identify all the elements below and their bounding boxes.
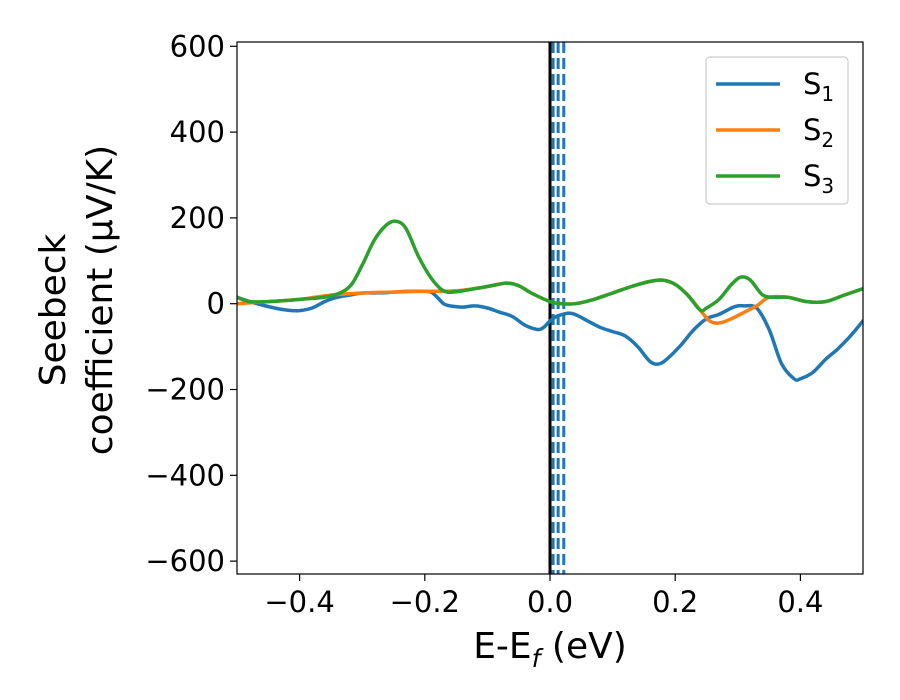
x-tick-label: 0.2: [652, 585, 698, 619]
x-axis-ticks: −0.4 −0.2 0.0 0.2 0.4: [264, 574, 823, 619]
x-axis-label-rest: (eV): [540, 626, 626, 667]
y-tick-label: −400: [145, 458, 225, 492]
x-tick-label: 0.0: [527, 585, 573, 619]
series-line-3: [237, 219, 863, 313]
x-axis-label-main: E-E: [473, 626, 531, 667]
legend-label-2: S2: [803, 113, 834, 152]
x-tick-label: −0.2: [390, 585, 460, 619]
x-tick-label: 0.4: [777, 585, 823, 619]
y-axis-label-line2: coefficient (μV/K): [80, 145, 121, 455]
y-tick-label: 0: [207, 287, 225, 321]
x-axis-label: E-Ef (eV): [473, 626, 627, 673]
y-tick-label: 400: [170, 115, 225, 149]
y-axis-label-line1: Seebeck: [33, 233, 74, 386]
legend-entries: S1 S2 S3: [716, 67, 834, 198]
y-tick-label: 600: [170, 29, 225, 63]
y-tick-label: −200: [145, 373, 225, 407]
legend: S1 S2 S3: [705, 56, 849, 205]
reference-lines: [548, 42, 566, 574]
x-tick-label: −0.4: [264, 585, 334, 619]
legend-label-1: S1: [803, 67, 834, 106]
y-axis-ticks: −600 −400 −200 0 200 400 600: [145, 29, 237, 578]
series-group: [237, 219, 863, 382]
y-tick-label: −600: [145, 544, 225, 578]
y-tick-label: 200: [170, 201, 225, 235]
legend-label-3: S3: [803, 159, 834, 198]
